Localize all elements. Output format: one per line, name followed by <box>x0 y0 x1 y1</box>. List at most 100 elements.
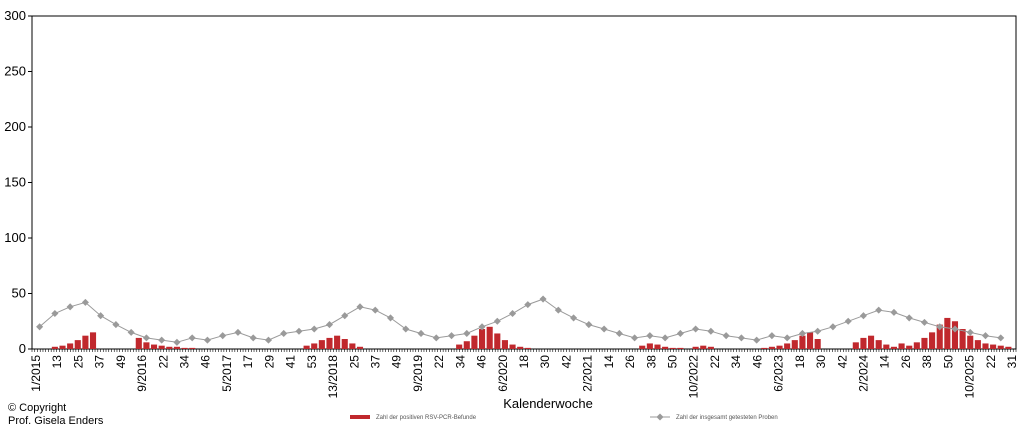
bar-mark <box>883 344 890 349</box>
x-tick-label: 46 <box>199 355 213 369</box>
x-tick-label: 13 <box>50 355 64 369</box>
line-point <box>615 329 623 337</box>
legend-label-bar: Zahl der positiven RSV-PCR-Befunde <box>376 415 477 421</box>
x-tick-label: 41 <box>284 355 298 369</box>
line-point <box>753 336 761 344</box>
line-point <box>310 325 318 333</box>
line-point <box>829 323 837 331</box>
bar-mark <box>944 317 951 349</box>
bar-mark <box>478 329 486 349</box>
line-point <box>768 332 776 340</box>
bar-mark <box>997 345 1004 349</box>
bar-mark <box>868 335 875 349</box>
bar-mark <box>662 346 669 349</box>
bar-mark <box>669 347 676 349</box>
line-point <box>692 325 700 333</box>
line-point <box>661 334 669 342</box>
x-tick-label: 30 <box>814 355 828 369</box>
y-tick-label: 100 <box>4 230 26 245</box>
bar-mark <box>768 346 775 349</box>
line-point <box>554 306 562 314</box>
legend-marker-line <box>656 413 664 421</box>
x-tick-label: 22 <box>156 355 170 369</box>
x-tick-label: 13/2018 <box>326 355 340 399</box>
plot-frame <box>31 15 1017 350</box>
line-point <box>890 308 898 316</box>
bar-mark <box>181 347 188 349</box>
x-tick-label: 1/2015 <box>29 355 43 392</box>
line-point <box>539 295 547 303</box>
bar-mark <box>890 346 898 349</box>
x-tick-label: 34 <box>178 355 192 369</box>
line-point <box>142 334 150 342</box>
bar-mark <box>509 344 516 349</box>
x-tick-label: 17 <box>241 355 255 369</box>
line-point <box>905 314 913 322</box>
plot-border <box>31 15 1017 350</box>
x-tick-label: 6/2023 <box>772 355 786 392</box>
line-point <box>859 312 867 320</box>
x-tick-label: 46 <box>475 355 489 369</box>
y-tick-label: 0 <box>19 341 26 356</box>
x-tick-label: 25 <box>71 355 85 369</box>
line-point <box>707 327 715 335</box>
copyright: © Copyright Prof. Gisela Enders <box>8 402 103 428</box>
x-axis-title: Kalenderwoche <box>503 396 593 411</box>
x-tick-label: 50 <box>666 355 680 369</box>
bar-mark <box>303 345 310 349</box>
bar-mark <box>82 335 89 349</box>
bar-mark <box>898 343 905 349</box>
x-tick-label: 50 <box>941 355 955 369</box>
line-point <box>676 329 684 337</box>
line-point <box>432 334 440 342</box>
x-tick-label: 37 <box>368 355 382 369</box>
bar-mark <box>929 332 936 349</box>
bar-mark <box>799 335 806 349</box>
bar-mark <box>959 329 966 349</box>
line-point <box>325 321 334 329</box>
line-point <box>783 334 791 342</box>
bar-series <box>51 317 1012 349</box>
y-tick-label: 150 <box>4 175 26 190</box>
x-tick-label: 42 <box>835 355 849 369</box>
bar-mark <box>173 346 180 349</box>
x-tick-label: 2/2021 <box>581 355 595 392</box>
line-point <box>51 309 59 318</box>
x-tick-label: 22 <box>984 355 998 369</box>
x-tick-label: 26 <box>623 355 637 369</box>
line-point <box>234 328 242 336</box>
line-point <box>981 332 990 340</box>
bar-mark <box>349 343 356 349</box>
line-point <box>920 318 929 326</box>
bar-mark <box>707 346 714 349</box>
line-point <box>127 328 135 336</box>
bar-mark <box>311 343 318 349</box>
x-tick-label: 46 <box>750 355 764 369</box>
legend: Zahl der positiven RSV-PCR-Befunde Zahl d… <box>350 413 778 421</box>
x-tick-label: 49 <box>390 355 404 369</box>
bar-mark <box>326 337 333 349</box>
bar-mark <box>936 324 943 349</box>
line-point <box>66 303 74 311</box>
bar-mark <box>654 344 661 349</box>
bar-mark <box>524 347 531 349</box>
y-tick-label: 200 <box>4 119 26 134</box>
line-point <box>386 314 395 322</box>
bar-mark <box>517 346 524 349</box>
bar-mark <box>951 321 959 349</box>
line-point <box>158 336 166 344</box>
bar-mark <box>356 346 364 349</box>
line-point <box>341 312 349 320</box>
x-tick-label: 37 <box>93 355 107 369</box>
bar-mark <box>990 344 997 349</box>
bar-mark <box>700 345 707 349</box>
bar-mark <box>51 346 58 349</box>
line-point <box>371 306 379 314</box>
bar-mark <box>860 337 867 349</box>
x-tick-label: 34 <box>729 355 743 369</box>
x-axis: 1/2015 13 25 37 49 9/2016 22 34 46 5/2017 17 29 41 53… <box>29 349 1019 398</box>
line-point <box>173 338 181 346</box>
bar-mark <box>1005 346 1012 349</box>
line-point <box>936 323 944 331</box>
bar-mark <box>341 339 348 349</box>
